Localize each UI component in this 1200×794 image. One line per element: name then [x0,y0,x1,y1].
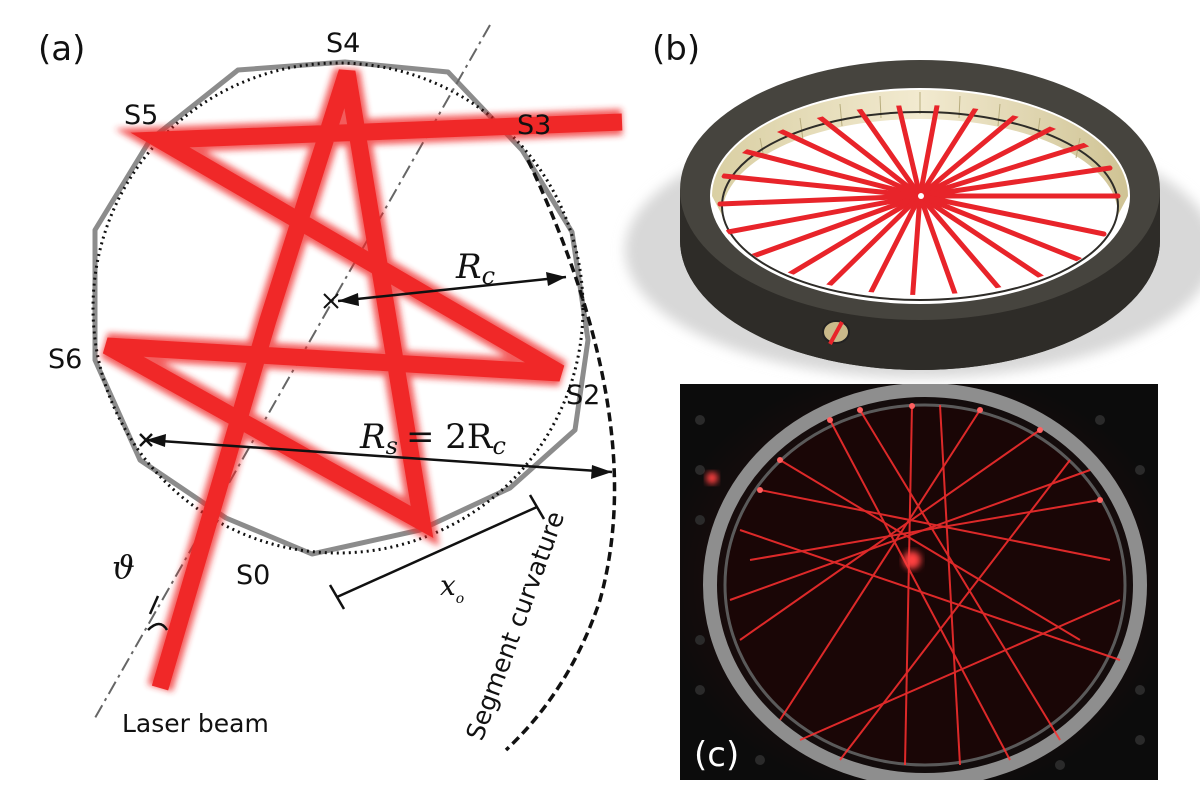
segment-label-s5: S5 [124,100,158,131]
mirror-wall [712,90,1128,215]
center-mark [323,293,339,309]
panel-b-3d-model: (b) [625,29,1200,378]
rc-label: Rc [455,247,495,290]
theta-tick [148,595,160,615]
theta-arc [147,622,169,631]
photo-ring-outer [703,384,1147,780]
photo-glints [757,403,1103,503]
photo-beams [729,404,1121,766]
segment-curvature-arc [504,159,617,752]
photo-laser-source [706,472,718,484]
model-beams [717,105,1121,295]
symmetry-axis [94,24,491,719]
entrance-beam [828,321,844,345]
rs-label: Rs = 2Rc [359,417,506,460]
segment-curvature-label: Segment curvature [460,507,570,744]
segment-label-s6: S6 [48,344,82,375]
photo-ring-inner [723,403,1127,767]
segment-label-s4: S4 [326,28,360,59]
rc-arrow [337,272,567,306]
panel-b-label: (b) [652,29,700,69]
beam-path [100,68,623,692]
segment-label-s0: S0 [236,560,270,591]
panel-c-label: (c) [694,735,739,775]
x0-label: xo [440,569,464,607]
rs-arrow [139,433,613,479]
laser-beam-label: Laser beam [122,709,269,738]
dotted-circle [91,61,585,555]
panel-a-schematic: (a) Rc [38,24,623,752]
x0-dimension [328,494,546,610]
panel-a-label: (a) [38,29,85,69]
theta-label: ϑ [112,548,135,586]
photo-beam-center [903,551,921,569]
segment-label-s3: S3 [517,110,551,141]
cell-segment-outline [92,59,591,557]
breadboard-holes [695,415,1145,770]
panel-c-photo: (c) [680,384,1158,780]
model-center [918,193,924,199]
segment-label-s2: S2 [566,380,600,411]
